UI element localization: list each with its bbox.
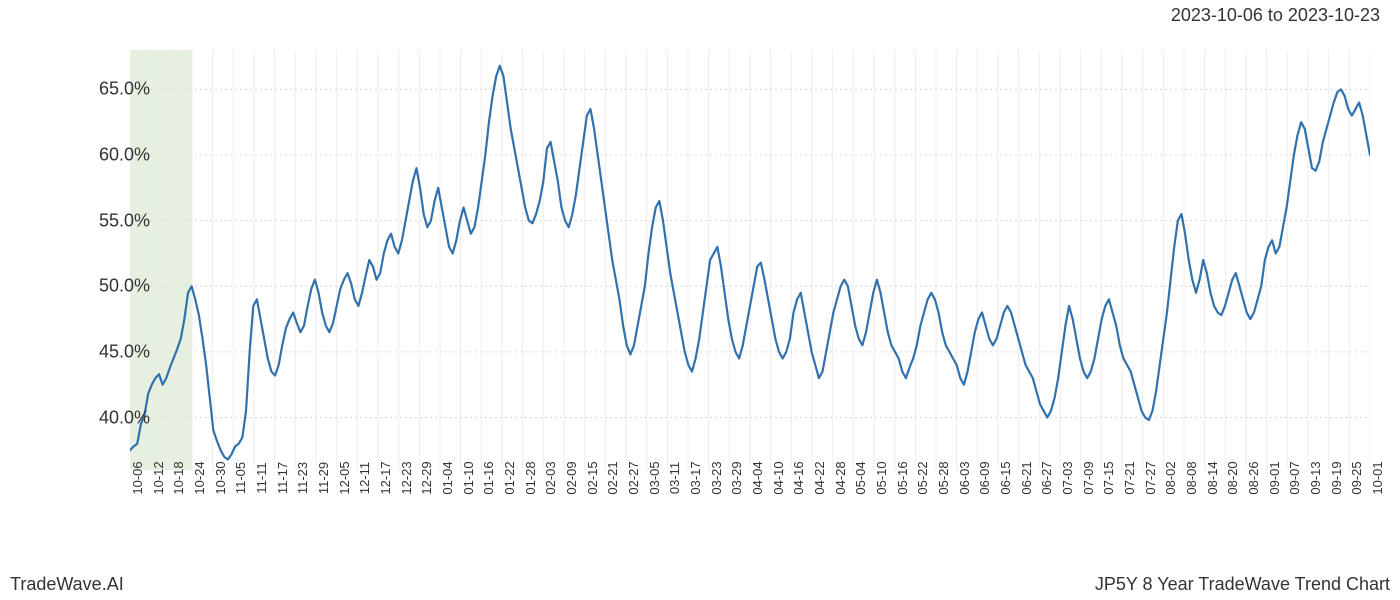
x-tick-label: 02-09: [564, 461, 579, 494]
line-chart: [130, 50, 1370, 470]
x-tick-label: 06-21: [1019, 461, 1034, 494]
x-tick-label: 03-17: [688, 461, 703, 494]
x-tick-label: 12-29: [419, 461, 434, 494]
date-range-label: 2023-10-06 to 2023-10-23: [1171, 5, 1380, 26]
x-tick-label: 08-20: [1225, 461, 1240, 494]
x-tick-label: 01-22: [502, 461, 517, 494]
x-tick-label: 10-18: [171, 461, 186, 494]
x-tick-label: 06-27: [1039, 461, 1054, 494]
x-tick-label: 01-16: [481, 461, 496, 494]
x-tick-label: 04-22: [812, 461, 827, 494]
x-tick-label: 07-21: [1122, 461, 1137, 494]
x-tick-label: 03-05: [647, 461, 662, 494]
x-tick-label: 03-11: [667, 462, 682, 494]
chart-container: [130, 50, 1370, 470]
y-tick-label: 40.0%: [99, 407, 150, 428]
x-tick-label: 04-10: [771, 461, 786, 494]
x-tick-label: 11-17: [275, 462, 290, 494]
y-tick-label: 50.0%: [99, 276, 150, 297]
x-tick-label: 09-25: [1349, 461, 1364, 494]
y-tick-label: 65.0%: [99, 79, 150, 100]
x-tick-label: 01-04: [440, 461, 455, 494]
x-tick-label: 02-03: [543, 461, 558, 494]
x-tick-label: 05-22: [915, 461, 930, 494]
x-tick-label: 11-11: [254, 462, 269, 493]
x-tick-label: 12-17: [378, 461, 393, 494]
x-tick-label: 07-15: [1101, 461, 1116, 494]
x-tick-label: 08-02: [1163, 461, 1178, 494]
x-tick-label: 02-27: [626, 461, 641, 494]
x-tick-label: 10-12: [151, 461, 166, 494]
chart-title: JP5Y 8 Year TradeWave Trend Chart: [1095, 574, 1390, 595]
x-tick-label: 08-14: [1205, 461, 1220, 494]
x-tick-label: 09-19: [1329, 461, 1344, 494]
x-tick-label: 08-26: [1246, 461, 1261, 494]
x-tick-label: 12-23: [399, 461, 414, 494]
x-tick-label: 04-16: [791, 461, 806, 494]
x-tick-label: 10-24: [192, 461, 207, 494]
x-tick-label: 06-09: [977, 461, 992, 494]
x-tick-label: 06-15: [998, 461, 1013, 494]
x-tick-label: 05-16: [895, 461, 910, 494]
y-tick-label: 55.0%: [99, 210, 150, 231]
x-tick-label: 04-04: [750, 461, 765, 494]
y-tick-label: 45.0%: [99, 341, 150, 362]
x-tick-label: 09-07: [1287, 461, 1302, 494]
x-tick-label: 07-03: [1060, 461, 1075, 494]
brand-label: TradeWave.AI: [10, 574, 124, 595]
x-tick-label: 05-10: [874, 461, 889, 494]
x-tick-label: 10-06: [130, 461, 145, 494]
x-tick-label: 09-13: [1308, 461, 1323, 494]
x-tick-label: 11-05: [233, 462, 248, 494]
x-tick-label: 09-01: [1267, 461, 1282, 494]
x-tick-label: 12-05: [337, 461, 352, 494]
x-tick-label: 01-10: [461, 461, 476, 494]
x-tick-label: 12-11: [357, 462, 372, 494]
x-tick-label: 07-27: [1143, 461, 1158, 494]
x-tick-label: 03-29: [729, 461, 744, 494]
y-tick-label: 60.0%: [99, 145, 150, 166]
x-tick-label: 02-15: [585, 461, 600, 494]
x-tick-label: 05-04: [853, 461, 868, 494]
x-tick-label: 08-08: [1184, 461, 1199, 494]
x-tick-label: 10-01: [1370, 461, 1385, 494]
x-tick-label: 03-23: [709, 461, 724, 494]
x-tick-label: 11-29: [316, 462, 331, 494]
x-tick-label: 10-30: [213, 461, 228, 494]
x-tick-label: 04-28: [833, 461, 848, 494]
x-tick-label: 11-23: [295, 462, 310, 494]
x-tick-label: 02-21: [605, 461, 620, 494]
x-tick-label: 01-28: [523, 461, 538, 494]
x-tick-label: 05-28: [936, 461, 951, 494]
x-tick-label: 07-09: [1081, 461, 1096, 494]
x-tick-label: 06-03: [957, 461, 972, 494]
